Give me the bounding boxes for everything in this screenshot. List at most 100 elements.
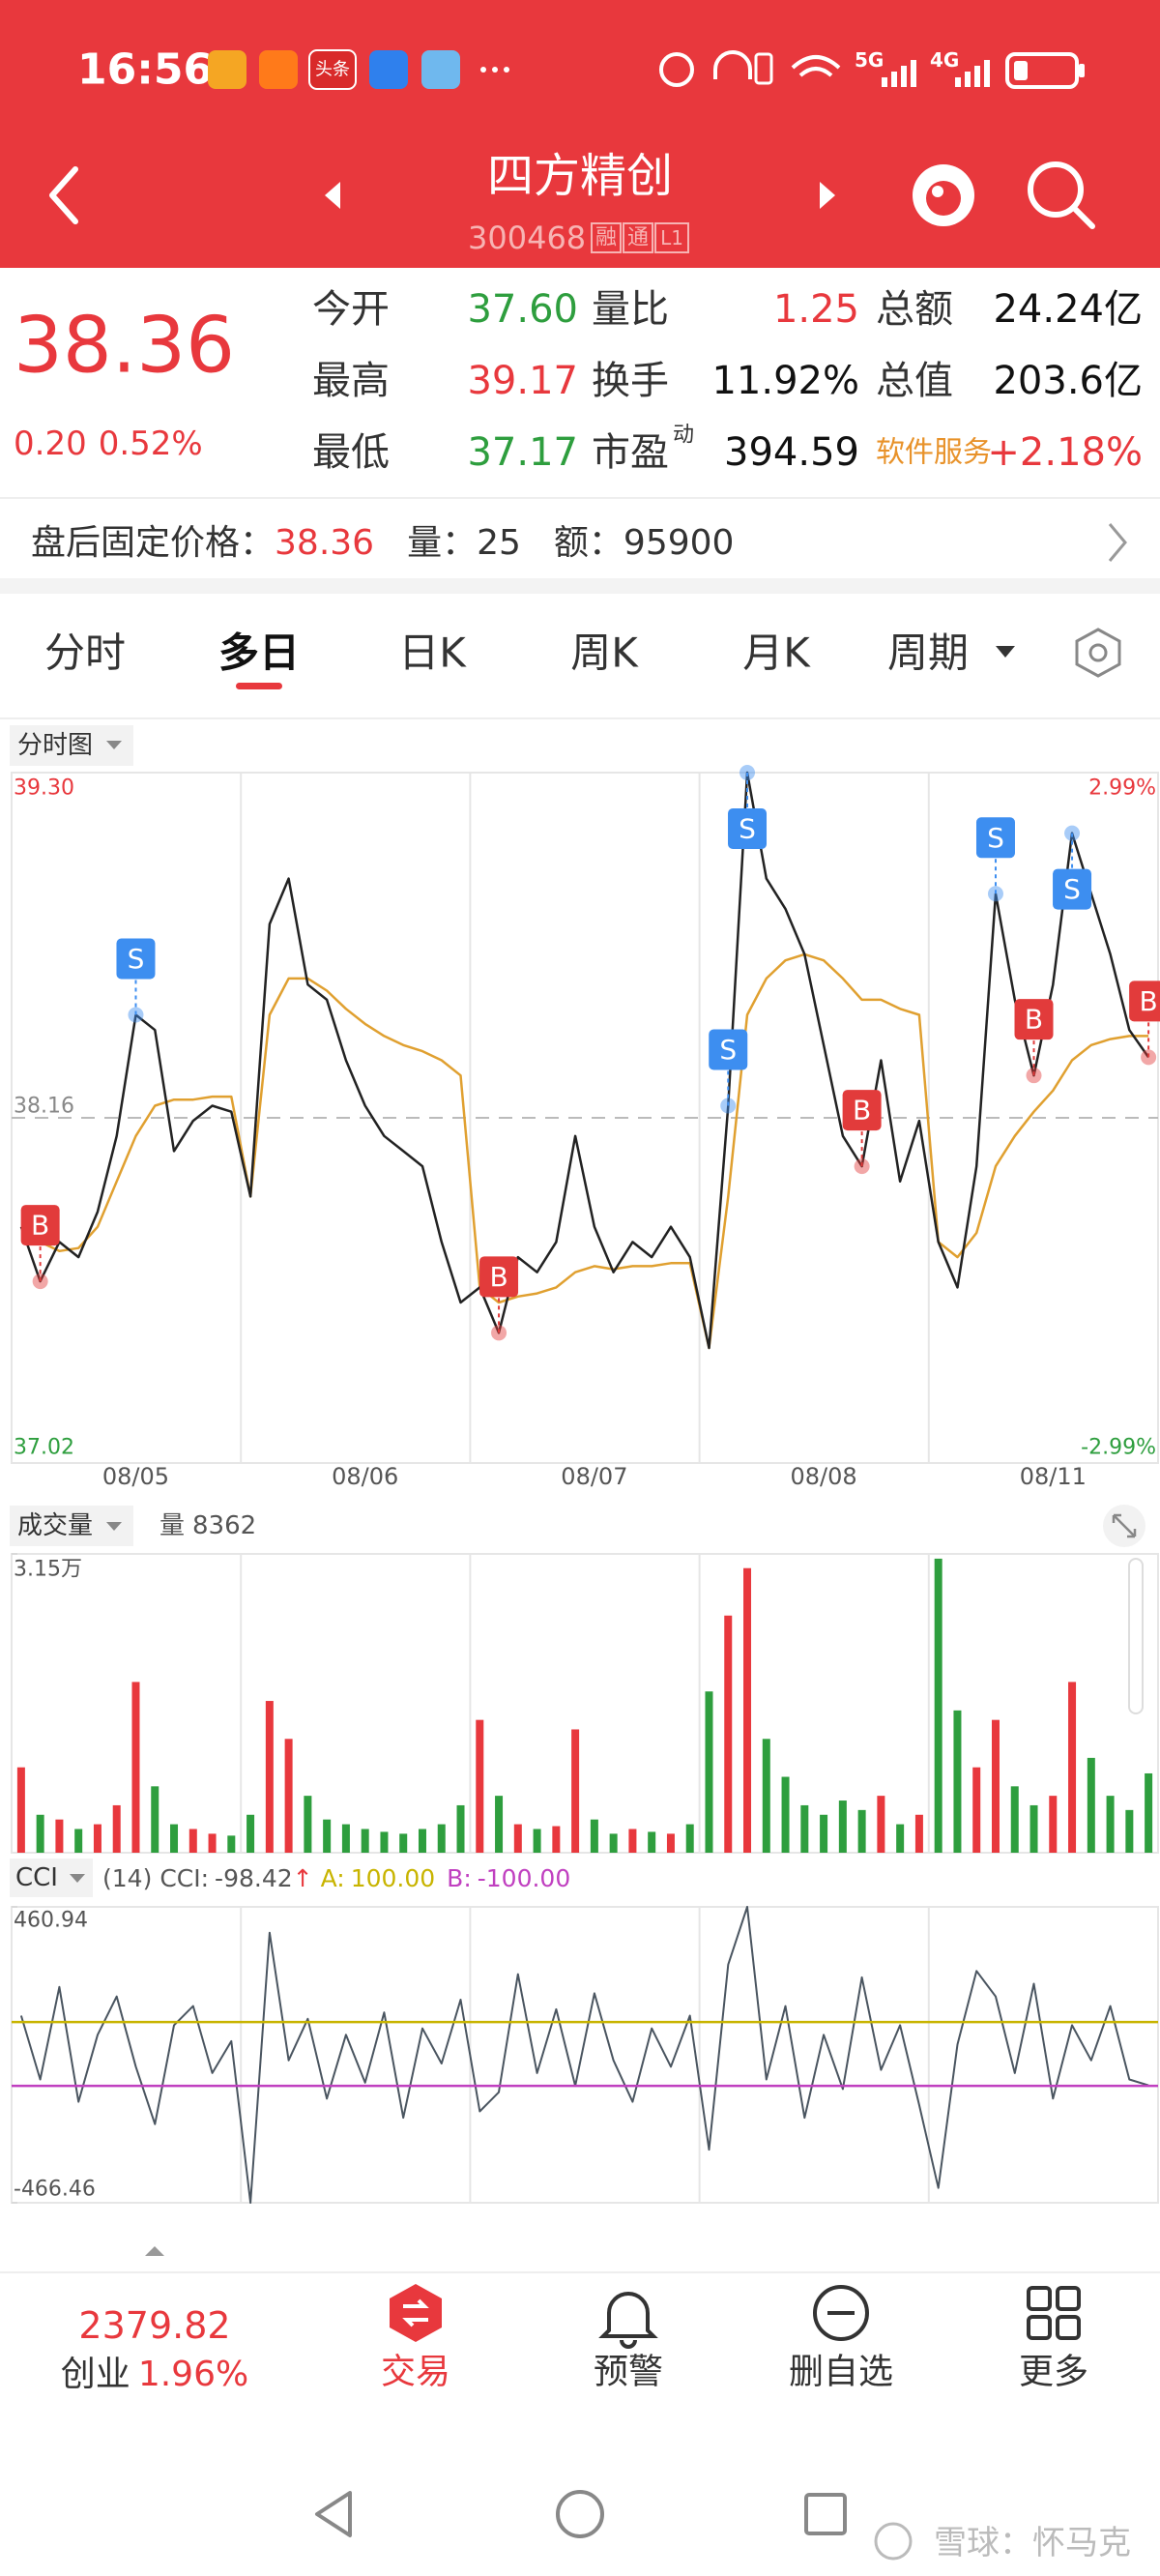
signal-box (728, 808, 768, 849)
stat-value: 203.6亿 (993, 359, 1143, 403)
caret (70, 1874, 85, 1883)
volume-bar (151, 1786, 160, 1853)
signal-label: S (987, 822, 1004, 854)
back-button[interactable] (49, 166, 78, 224)
stat-label: 换手 (592, 359, 669, 403)
volume-bar (513, 1824, 522, 1853)
app-icon (421, 50, 460, 89)
x-tick-label: 08/11 (1020, 1463, 1087, 1490)
after-hours-amount-label: 额： (554, 523, 624, 563)
signal-label: S (719, 1034, 737, 1066)
signal-box (1014, 999, 1054, 1040)
mascot-button[interactable] (913, 164, 974, 226)
battery-tip (1079, 64, 1085, 77)
trade-icon (390, 2284, 442, 2342)
stat-value: 24.24亿 (993, 287, 1143, 332)
next-stock[interactable] (820, 182, 835, 209)
caret (106, 741, 122, 749)
signal-box (842, 1090, 882, 1131)
stat-label: 最高 (312, 359, 390, 403)
volume-bar (131, 1682, 140, 1853)
nav-recent[interactable] (804, 2493, 847, 2535)
stock-name: 四方精创 (487, 149, 673, 203)
volume-bar (648, 1831, 656, 1853)
signal-box (479, 1256, 519, 1298)
volume-bar (36, 1814, 44, 1853)
grid-cell (1056, 2286, 1081, 2311)
y-tick-label: 3.15万 (14, 1558, 82, 1582)
index-caret (145, 2246, 164, 2256)
signal-label: B (1025, 1004, 1043, 1036)
volume-bar (972, 1767, 981, 1853)
x-tick-label: 08/07 (561, 1463, 627, 1490)
volume-bar (571, 1729, 580, 1853)
volume-bar (437, 1824, 446, 1853)
period-caret[interactable] (996, 646, 1015, 658)
search-button[interactable] (1028, 161, 1095, 229)
stat-label: 最低 (312, 430, 390, 475)
volume-bar (476, 1719, 484, 1853)
alarm-icon (659, 52, 694, 87)
x-tick-label: 08/08 (790, 1463, 856, 1490)
nav-remove[interactable]: 删自选 (789, 2285, 893, 2392)
y-tick-label: -466.46 (14, 2178, 96, 2202)
nav-alert[interactable]: 预警 (594, 2292, 663, 2392)
volume-bar (380, 1831, 389, 1853)
after-hours-price: 38.36 (275, 523, 374, 563)
signal-icon (882, 60, 916, 87)
charts: 37.02 38.16 39.30 -2.99% 2.99% 08/05 08/06 08/0… (11, 765, 1160, 2204)
battery-icon (1005, 52, 1079, 89)
volume-bar (1049, 1796, 1058, 1853)
settings-icon-center (1088, 643, 1108, 662)
signal-label: B (853, 1095, 871, 1127)
volume-bar (112, 1804, 121, 1853)
grid-cell (1056, 2315, 1081, 2340)
tab[interactable]: 日K (398, 629, 467, 677)
signal-box (116, 938, 156, 980)
dot (492, 67, 498, 73)
volume-bar (724, 1615, 733, 1853)
index-button[interactable]: 2379.82 创业 1.96% (61, 2304, 248, 2394)
volume-bar (914, 1814, 923, 1853)
volume-bar (820, 1814, 828, 1853)
tab[interactable]: 分时 (44, 629, 126, 677)
plot-frame (11, 1553, 1159, 1854)
stock-tag: 融 (595, 226, 617, 250)
average-line (20, 952, 1149, 1350)
tab[interactable]: 月K (742, 629, 811, 677)
volume-bar (188, 1829, 197, 1853)
tab[interactable]: 多日 (218, 629, 300, 677)
index-value: 2379.82 (78, 2304, 230, 2347)
settings-icon[interactable] (1075, 628, 1121, 678)
volume-bar (800, 1804, 809, 1853)
cci-summary: (14) CCI: -98.42↑ A: 100.00 B: -100.00 (102, 1864, 570, 1892)
stat-value: 1.25 (773, 287, 859, 332)
y-tick-label: 37.02 (14, 1436, 74, 1460)
stock-tag: 通 (627, 226, 649, 250)
volume-bar (838, 1800, 847, 1853)
change-pct: 0.52% (99, 424, 203, 463)
tab[interactable]: 周期 (887, 629, 969, 677)
prev-stock[interactable] (325, 182, 340, 209)
scrollbar (1128, 1558, 1144, 1714)
stat-value: 39.17 (467, 359, 578, 403)
volume-bar (533, 1829, 541, 1853)
volume-bar (762, 1739, 770, 1853)
ref-value: -100.00 (478, 1864, 571, 1892)
volume-bar (456, 1804, 465, 1853)
trade-arrows (402, 2298, 429, 2327)
after-hours-volume-label: 量： (407, 523, 477, 563)
nav-back[interactable] (315, 2491, 352, 2537)
nav-label: 删自选 (789, 2353, 893, 2392)
nav-more[interactable]: 更多 (1019, 2286, 1088, 2392)
volume-bar (953, 1710, 962, 1853)
volume-bar (743, 1567, 752, 1853)
volume-bar (705, 1691, 713, 1853)
chevron[interactable] (1108, 523, 1127, 562)
nav-trade[interactable]: 交易 (381, 2284, 450, 2392)
nav-home[interactable] (556, 2490, 604, 2538)
network-label: 5G (855, 48, 884, 72)
tab-underline (236, 683, 282, 689)
tab[interactable]: 周K (570, 629, 639, 677)
stat-value: 394.59 (724, 430, 859, 475)
